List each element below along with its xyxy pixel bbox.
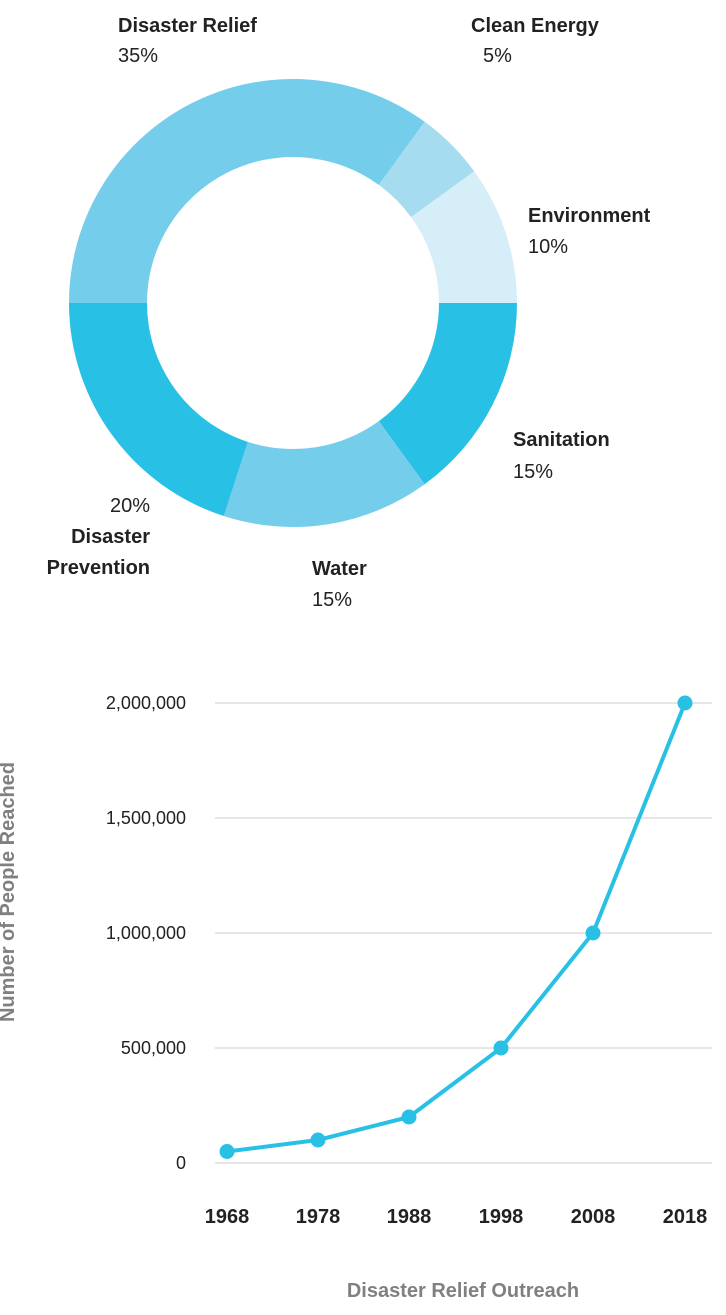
x-tick-label: 2018 xyxy=(663,1206,708,1228)
x-tick-label: 1978 xyxy=(296,1206,341,1228)
data-point-2008 xyxy=(585,925,601,941)
slice-label-disaster-relief: Disaster Relief xyxy=(118,15,257,37)
slice-label-water: Water xyxy=(312,558,367,580)
donut-slice-disaster-prevention xyxy=(69,303,248,517)
y-axis-title: Number of People Reached xyxy=(0,762,19,1022)
data-point-1988 xyxy=(401,1109,417,1125)
y-tick-label: 2,000,000 xyxy=(106,693,186,713)
slice-percent-water: 15% xyxy=(312,589,352,611)
donut-slice-clean-energy xyxy=(378,121,475,218)
slice-percent-sanitation: 15% xyxy=(513,461,553,483)
data-point-1968 xyxy=(219,1144,235,1159)
data-point-2018 xyxy=(677,695,693,711)
slice-label-disaster-prevention-line1: Disaster xyxy=(71,526,150,548)
slice-label-clean-energy: Clean Energy xyxy=(471,15,600,37)
chart-title: Disaster Relief Outreach xyxy=(347,1280,579,1302)
slice-label-sanitation: Sanitation xyxy=(513,429,610,451)
x-tick-label: 1998 xyxy=(479,1206,524,1228)
x-tick-label: 1968 xyxy=(205,1206,250,1228)
y-tick-label: 500,000 xyxy=(121,1038,186,1058)
slice-percent-environment: 10% xyxy=(528,236,568,258)
y-tick-label: 1,500,000 xyxy=(106,808,186,828)
slice-percent-clean-energy: 5% xyxy=(483,45,512,67)
donut-slice-disaster-relief xyxy=(69,78,425,303)
donut-slice-water xyxy=(223,421,425,527)
donut-slice-sanitation xyxy=(378,303,517,485)
x-tick-label: 1988 xyxy=(387,1206,432,1228)
y-tick-label: 0 xyxy=(176,1153,186,1173)
series-line xyxy=(226,702,687,1154)
y-tick-label: 1,000,000 xyxy=(106,923,186,943)
data-point-1978 xyxy=(310,1132,326,1148)
slice-percent-disaster-prevention: 20% xyxy=(110,495,150,517)
x-tick-label: 2008 xyxy=(571,1206,616,1228)
slice-label-environment: Environment xyxy=(528,205,651,227)
line-chart: 0 500,000 1,000,000 1,500,000 2,000,000 1968 1… xyxy=(0,693,712,1302)
donut-slice-environment xyxy=(411,171,517,303)
donut-chart: Disaster Relief 35% Clean Energy 5% Environm… xyxy=(47,15,651,611)
data-point-1998 xyxy=(493,1040,509,1056)
slice-label-disaster-prevention-line2: Prevention xyxy=(47,557,150,579)
slice-percent-disaster-relief: 35% xyxy=(118,45,158,67)
